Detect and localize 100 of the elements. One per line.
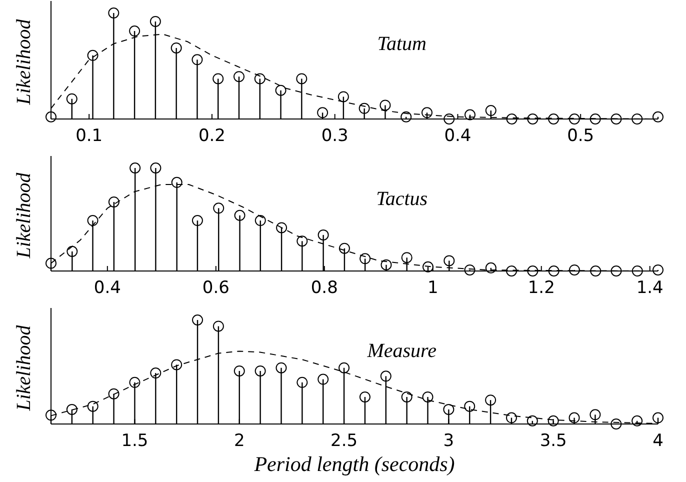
x-tick-label: 1.5 — [121, 431, 148, 451]
x-tick-label: 3 — [443, 431, 454, 451]
x-tick-label: 1.4 — [636, 278, 664, 298]
point — [590, 266, 602, 276]
point — [108, 8, 120, 18]
annotation: Tatum — [377, 33, 426, 55]
point — [150, 368, 162, 379]
x-tick-label: 2.5 — [330, 431, 358, 451]
point — [66, 246, 78, 257]
point — [87, 215, 98, 226]
point — [46, 410, 56, 421]
point — [526, 415, 538, 426]
point — [610, 114, 622, 124]
x-tick-label: 0.5 — [567, 126, 594, 146]
x-tick-label: 0.2 — [198, 126, 226, 146]
point — [276, 362, 287, 374]
point — [485, 105, 496, 116]
point — [568, 114, 580, 124]
point — [254, 73, 266, 84]
point — [296, 236, 308, 247]
point — [317, 107, 328, 118]
point — [444, 255, 455, 266]
point — [485, 394, 496, 406]
point — [359, 391, 370, 402]
x-tick-label: 0.1 — [76, 126, 103, 146]
point — [171, 359, 182, 370]
point — [129, 26, 140, 37]
point — [485, 262, 496, 274]
point — [401, 252, 412, 264]
point — [380, 100, 391, 111]
point — [318, 374, 329, 385]
point — [590, 409, 601, 420]
point — [66, 93, 78, 104]
point — [192, 215, 203, 226]
point — [568, 264, 580, 276]
point — [192, 54, 203, 66]
point — [443, 404, 454, 415]
point — [192, 314, 204, 326]
x-axis-title: Period length (seconds) — [253, 452, 455, 476]
x-tick-label: 0.4 — [444, 126, 472, 146]
point — [421, 107, 432, 118]
point — [380, 259, 392, 270]
x-tick-label: 1 — [427, 278, 438, 298]
point — [254, 365, 266, 376]
x-tick-label: 4 — [652, 431, 664, 451]
point — [548, 415, 559, 426]
point — [401, 391, 412, 402]
point — [506, 114, 518, 124]
point — [444, 114, 455, 124]
x-tick-label: 0.8 — [310, 278, 338, 298]
point — [568, 412, 580, 424]
point — [318, 229, 329, 240]
point — [212, 320, 224, 332]
point — [46, 111, 56, 122]
point — [170, 42, 182, 54]
y-axis-title: Likelihood — [13, 324, 35, 412]
point — [360, 253, 371, 264]
point — [338, 362, 350, 374]
x-tick-label: 2 — [234, 431, 245, 451]
x-tick-label: 0.4 — [94, 278, 121, 298]
point — [590, 114, 601, 124]
point — [87, 400, 98, 412]
point — [276, 222, 288, 234]
point — [108, 388, 120, 400]
point — [422, 391, 434, 402]
point — [548, 114, 560, 124]
point — [358, 102, 370, 114]
point — [380, 370, 392, 382]
point — [296, 73, 308, 84]
point — [66, 404, 78, 415]
point — [464, 400, 476, 412]
point — [652, 264, 664, 276]
point — [129, 376, 140, 388]
x-tick-label: 0.3 — [321, 126, 348, 146]
point — [338, 91, 349, 102]
point — [296, 376, 308, 388]
point — [464, 109, 476, 120]
point — [171, 176, 182, 188]
point — [213, 202, 224, 214]
point — [527, 266, 538, 276]
x-tick-label: 1.2 — [528, 278, 555, 298]
point — [130, 162, 141, 174]
point — [632, 266, 643, 276]
point — [506, 412, 517, 424]
y-axis-title: Likelihood — [13, 18, 35, 106]
point — [150, 16, 161, 27]
point — [506, 266, 518, 276]
point — [234, 365, 245, 376]
x-tick-label: 0.6 — [202, 278, 230, 298]
point — [632, 415, 643, 426]
point — [632, 114, 643, 124]
point — [212, 73, 224, 84]
point — [422, 261, 434, 272]
point — [87, 50, 98, 61]
annotation: Tactus — [376, 188, 428, 210]
point — [338, 242, 350, 254]
point — [464, 264, 476, 276]
annotation: Measure — [366, 340, 437, 362]
point — [610, 266, 622, 276]
point — [234, 71, 244, 82]
